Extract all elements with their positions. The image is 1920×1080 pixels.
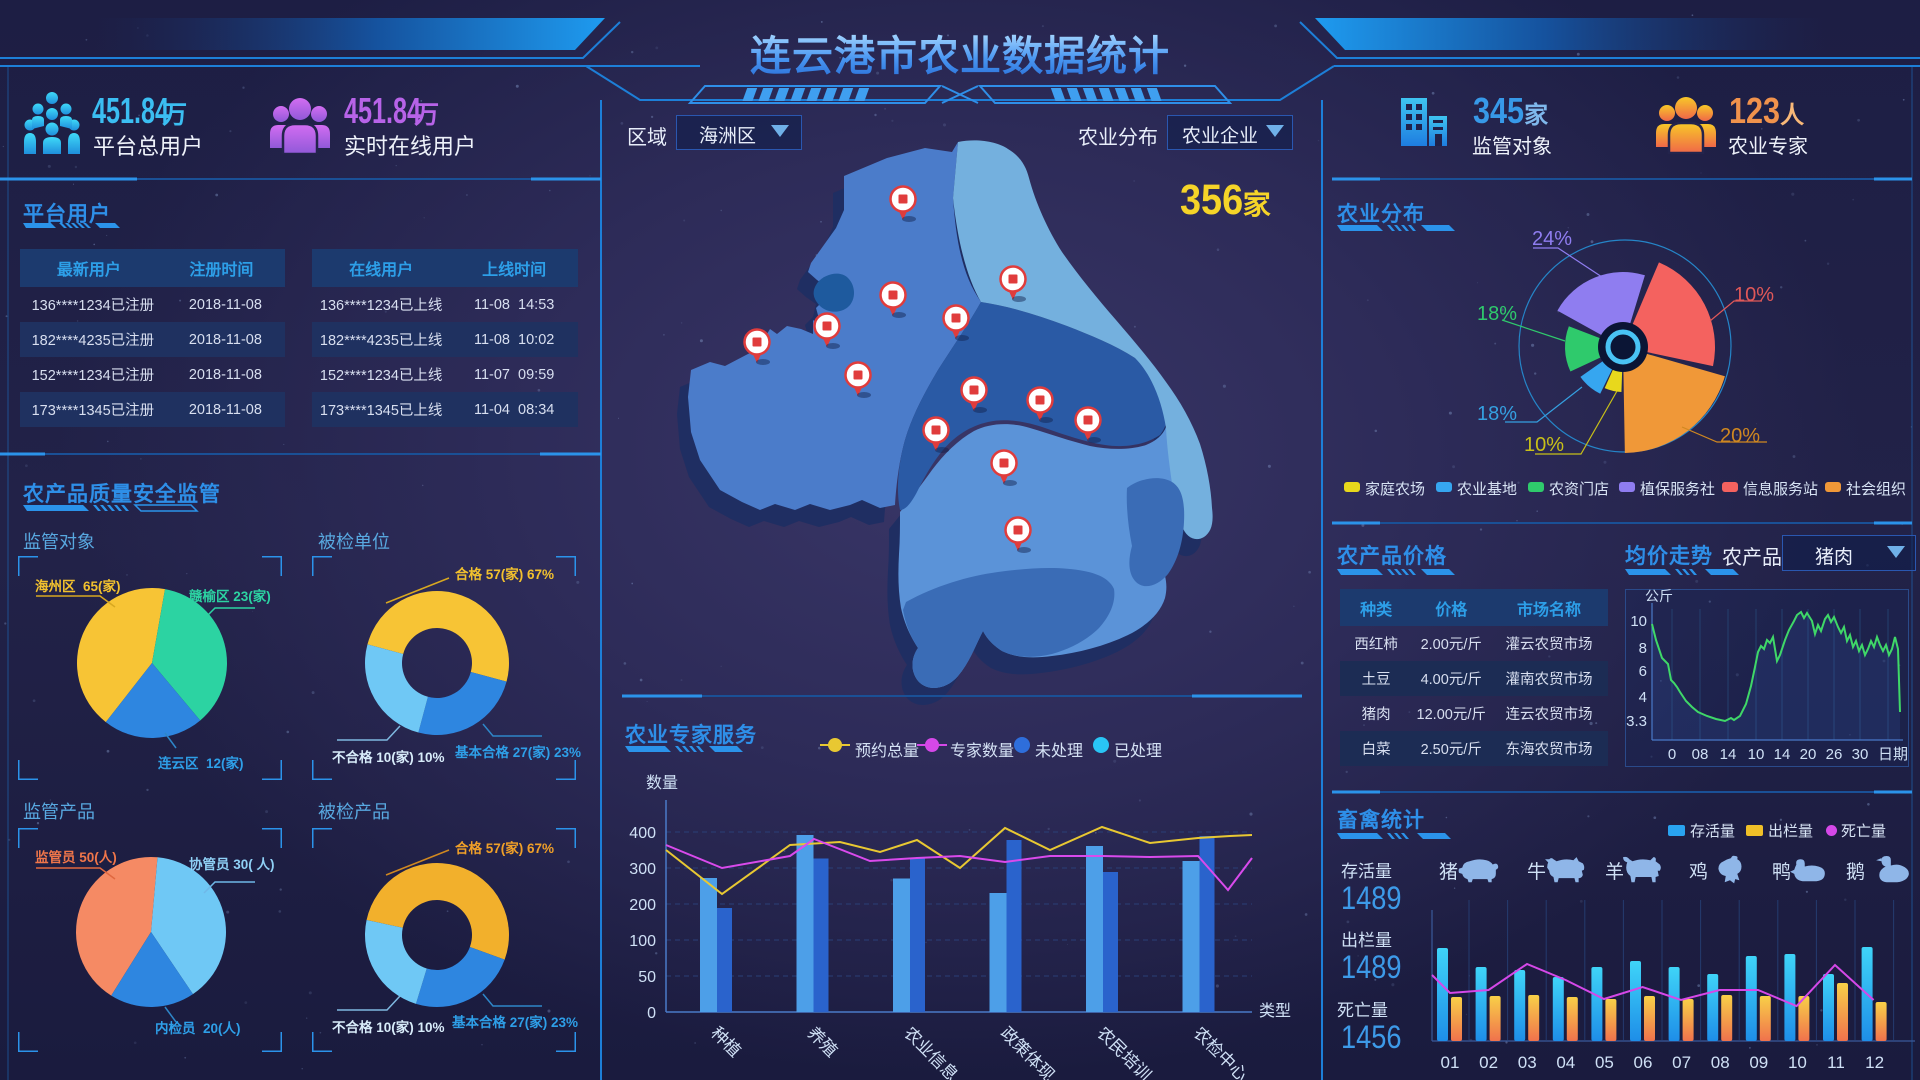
svg-text:14: 14 [1720, 746, 1737, 763]
svg-text:03: 03 [1518, 1053, 1537, 1072]
svg-text:14: 14 [1774, 746, 1791, 763]
svg-text:50: 50 [638, 969, 656, 986]
svg-text:300: 300 [629, 861, 656, 878]
svg-text:政策体现: 政策体现 [997, 1023, 1059, 1080]
svg-text:6: 6 [1639, 663, 1647, 680]
svg-text:0: 0 [647, 1005, 656, 1022]
svg-text:8: 8 [1639, 640, 1647, 657]
svg-text:日期: 日期 [1878, 746, 1908, 763]
svg-text:10: 10 [1748, 746, 1765, 763]
svg-text:01: 01 [1441, 1053, 1460, 1072]
svg-text:0: 0 [1668, 746, 1676, 763]
svg-text:农检中心: 农检中心 [1190, 1023, 1252, 1080]
svg-text:20: 20 [1800, 746, 1817, 763]
svg-text:11: 11 [1827, 1053, 1845, 1072]
svg-text:养殖: 养殖 [804, 1023, 841, 1060]
svg-text:种植: 种植 [707, 1023, 744, 1060]
svg-text:400: 400 [629, 825, 656, 842]
svg-text:12: 12 [1865, 1053, 1884, 1072]
svg-text:10: 10 [1788, 1053, 1807, 1072]
svg-text:10: 10 [1630, 613, 1647, 630]
svg-text:200: 200 [629, 897, 656, 914]
svg-text:公斤: 公斤 [1645, 589, 1673, 604]
svg-text:08: 08 [1692, 746, 1709, 763]
svg-text:农民培训: 农民培训 [1093, 1023, 1155, 1080]
svg-text:02: 02 [1479, 1053, 1498, 1072]
svg-text:26: 26 [1826, 746, 1843, 763]
svg-text:4: 4 [1639, 689, 1647, 706]
svg-text:30: 30 [1852, 746, 1869, 763]
svg-text:09: 09 [1749, 1053, 1768, 1072]
svg-text:100: 100 [629, 933, 656, 950]
svg-text:07: 07 [1672, 1053, 1691, 1072]
svg-text:04: 04 [1556, 1053, 1575, 1072]
svg-text:类型: 类型 [1259, 1002, 1291, 1020]
svg-text:05: 05 [1595, 1053, 1614, 1072]
svg-text:06: 06 [1634, 1053, 1653, 1072]
svg-text:数量: 数量 [646, 774, 678, 792]
svg-text:08: 08 [1711, 1053, 1730, 1072]
svg-text:农业信息: 农业信息 [900, 1023, 962, 1080]
svg-text:3.3: 3.3 [1626, 713, 1647, 730]
